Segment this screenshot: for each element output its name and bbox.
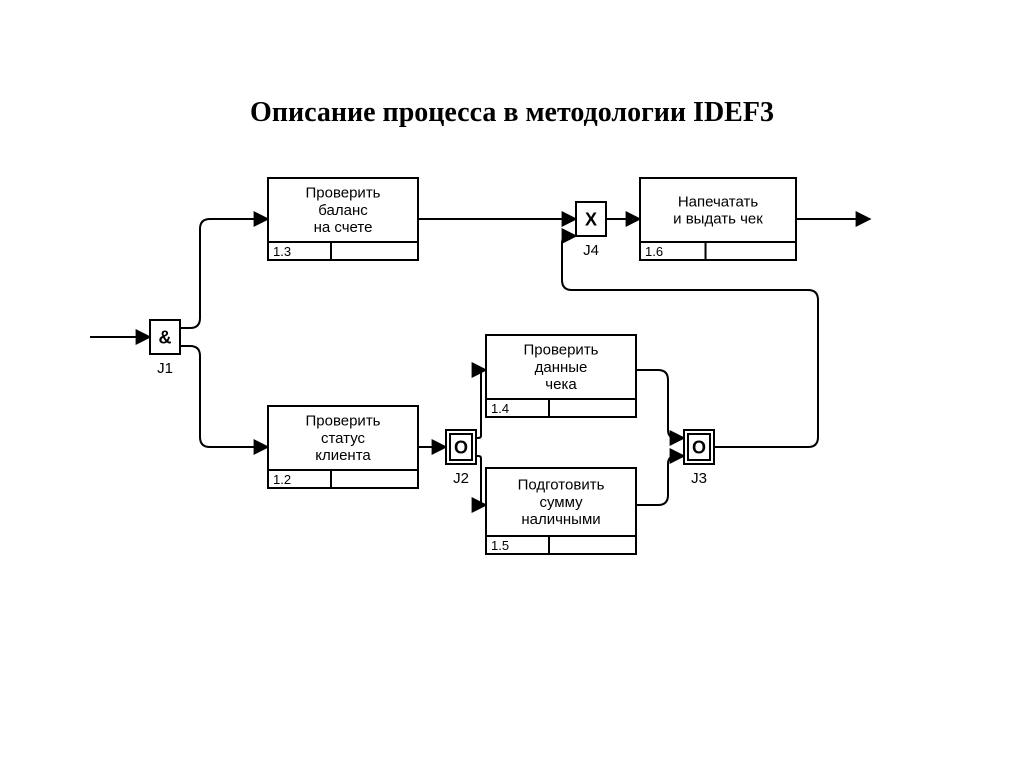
junction-symbol: O xyxy=(692,437,706,457)
uow-label: данные xyxy=(535,359,588,376)
uow-label: Проверить xyxy=(305,185,380,202)
uow-box-1-4: Проверитьданныечека 1.4 xyxy=(486,335,636,417)
junction-j1: & J1 xyxy=(150,320,180,377)
junction-label: J1 xyxy=(157,360,173,377)
uow-label: статус xyxy=(321,430,366,447)
uow-id: 1.3 xyxy=(273,244,291,259)
junction-symbol: O xyxy=(454,437,468,457)
idef3-diagram: Проверитьбалансна счете1.3Напечататьи вы… xyxy=(0,0,1024,767)
uow-box-1-6: Напечататьи выдать чек 1.6 xyxy=(640,178,796,260)
junction-label: J4 xyxy=(583,242,599,259)
uow-label: Проверить xyxy=(523,342,598,359)
uow-box-1-3: Проверитьбалансна счете 1.3 xyxy=(268,178,418,260)
uow-label: сумму xyxy=(539,494,583,511)
uow-label: Напечатать xyxy=(678,193,759,210)
uow-box-1-2: Проверитьстатусклиента 1.2 xyxy=(268,406,418,488)
uow-label: клиента xyxy=(315,447,371,464)
uow-label: на счете xyxy=(314,219,373,236)
flow-edge xyxy=(180,219,268,328)
flow-edge xyxy=(180,346,268,447)
uow-label: баланс xyxy=(318,202,368,219)
uow-label: наличными xyxy=(521,511,600,528)
uow-id: 1.6 xyxy=(645,244,663,259)
uow-label: чека xyxy=(545,376,577,393)
junction-symbol: & xyxy=(159,327,172,347)
junction-j3: O J3 xyxy=(684,430,714,487)
junction-j4: X J4 xyxy=(576,202,606,259)
uow-id: 1.5 xyxy=(491,538,509,553)
uow-id: 1.4 xyxy=(491,401,509,416)
uow-label: Подготовить xyxy=(518,477,605,494)
flow-edge xyxy=(636,370,684,438)
uow-id: 1.2 xyxy=(273,472,291,487)
uow-box-1-5: Подготовитьсуммуналичными 1.5 xyxy=(486,468,636,554)
flow-edge xyxy=(636,456,684,505)
junction-symbol: X xyxy=(585,209,597,229)
junction-j2: O J2 xyxy=(446,430,476,487)
uow-label: Проверить xyxy=(305,413,380,430)
uow-label: и выдать чек xyxy=(673,211,763,228)
junction-label: J3 xyxy=(691,470,707,487)
junction-label: J2 xyxy=(453,470,469,487)
flow-edge xyxy=(476,456,486,505)
flow-edge xyxy=(476,370,486,438)
